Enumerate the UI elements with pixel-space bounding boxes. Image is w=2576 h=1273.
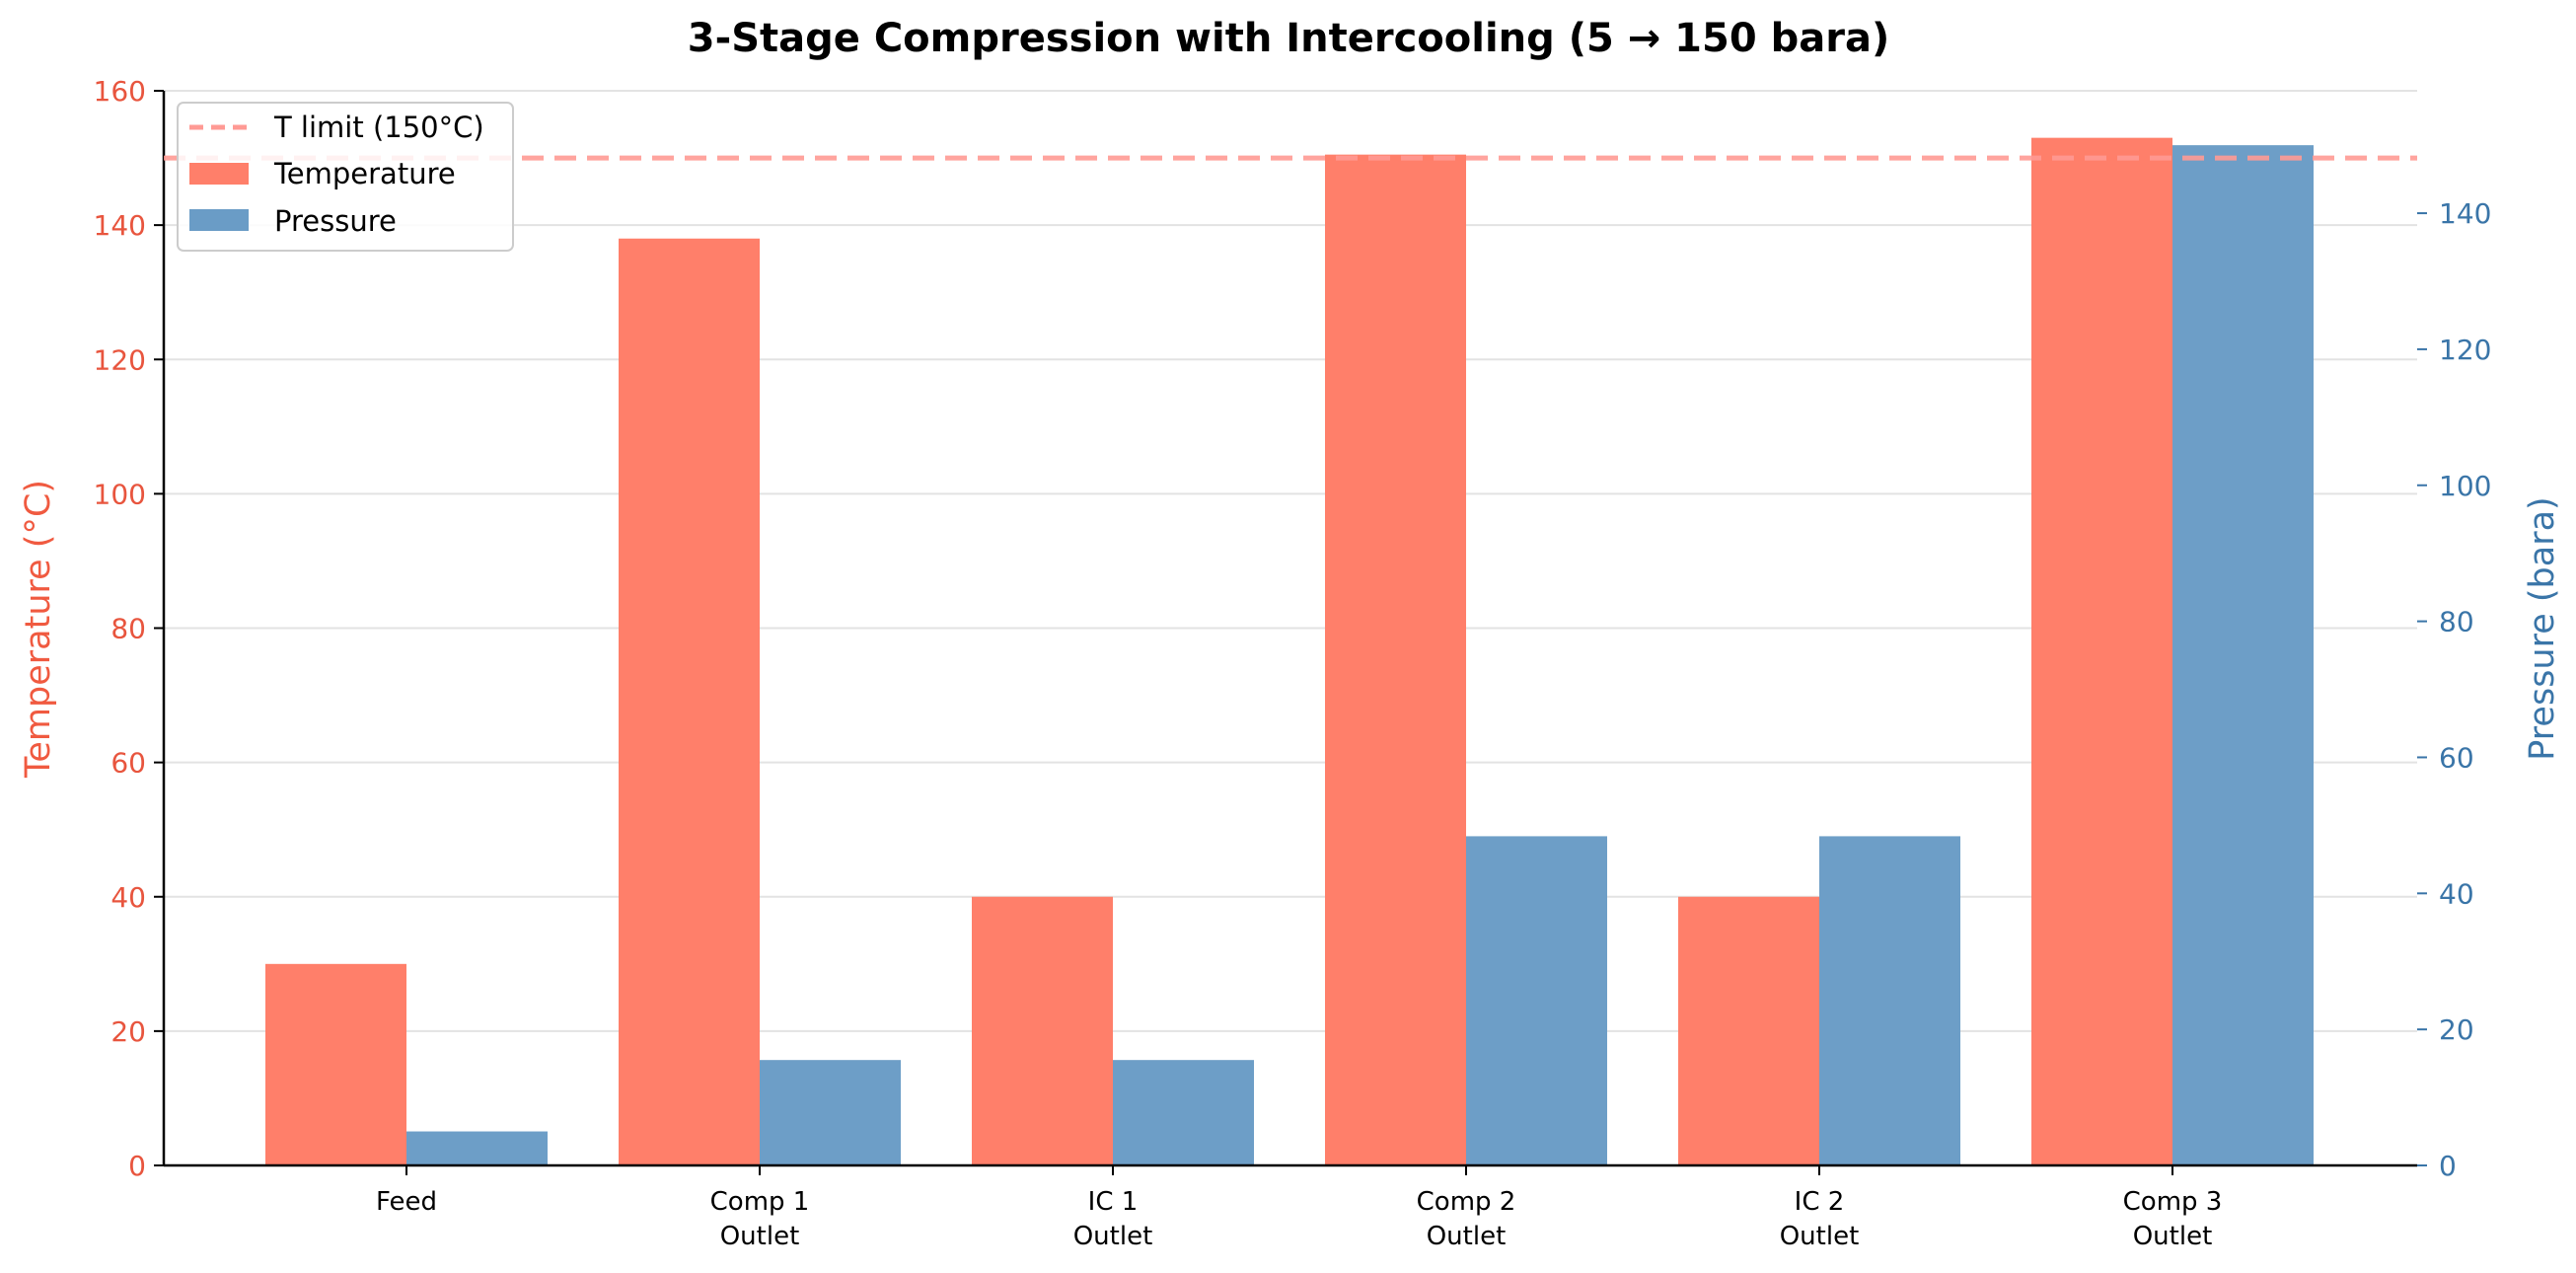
x-tick-label: Comp 2: [1417, 1187, 1516, 1217]
y-right-tick-label: 140: [2439, 197, 2491, 230]
y-left-tick-label: 100: [94, 478, 146, 510]
x-tick-label: Comp 1: [710, 1187, 810, 1217]
y-axis-left-label: Temperature (°C): [19, 480, 58, 779]
y-right-tick-label: 60: [2439, 741, 2474, 774]
y-axis-right-label: Pressure (bara): [2523, 496, 2562, 760]
x-tick-label: Outlet: [1073, 1222, 1153, 1251]
pressure-bar: [1819, 836, 1960, 1165]
x-tick-label: IC 1: [1088, 1187, 1139, 1217]
temperature-bar: [2031, 137, 2172, 1165]
y-left-tick-label: 0: [128, 1150, 146, 1182]
temperature-bar: [1325, 154, 1466, 1165]
y-left-tick-label: 20: [110, 1015, 146, 1048]
x-tick-label: Feed: [376, 1187, 437, 1217]
legend: T limit (150°C) Temperature Pressure: [177, 102, 514, 252]
x-tick-label: Outlet: [720, 1222, 800, 1251]
legend-frame: [177, 102, 514, 252]
pressure-bar: [1466, 836, 1607, 1165]
legend-label-t-limit: T limit (150°C): [273, 111, 484, 144]
legend-label-temperature: Temperature: [273, 157, 456, 190]
y-right-tick-label: 100: [2439, 470, 2491, 502]
temperature-bar: [619, 238, 760, 1166]
y-right-tick-label: 80: [2439, 606, 2474, 638]
y-left-tick-label: 60: [110, 747, 146, 780]
pressure-bar: [2172, 145, 2314, 1165]
y-right-tick-label: 20: [2439, 1013, 2474, 1046]
x-tick-label: Outlet: [1427, 1222, 1507, 1251]
x-tick-label: Comp 3: [2123, 1187, 2223, 1217]
legend-swatch-temperature: [189, 163, 249, 185]
pressure-bar: [1113, 1060, 1254, 1165]
y-right-tick-label: 120: [2439, 334, 2491, 366]
y-left-tick-label: 160: [94, 75, 146, 108]
y-right-tick-label: 0: [2439, 1150, 2457, 1182]
y-left-tick-label: 140: [94, 209, 146, 242]
axes: 0 20 40 60 80 100 120 140 160 0 20 40 60 80 100 120 140 F…: [94, 75, 2492, 1251]
x-tick-label: IC 2: [1795, 1187, 1845, 1217]
chart-title: 3-Stage Compression with Intercooling (5…: [688, 16, 1889, 61]
pressure-bar: [760, 1060, 901, 1165]
bars: [265, 137, 2314, 1166]
y-left-tick-label: 120: [94, 343, 146, 376]
x-tick-label: Outlet: [1780, 1222, 1860, 1251]
y-left-tick-label: 80: [110, 613, 146, 645]
temperature-bar: [972, 896, 1113, 1165]
pressure-bar: [406, 1131, 548, 1165]
legend-swatch-pressure: [189, 209, 249, 231]
temperature-bar: [265, 963, 406, 1165]
y-left-tick-label: 40: [110, 881, 146, 914]
x-tick-label: Outlet: [2133, 1222, 2213, 1251]
y-right-tick-label: 40: [2439, 877, 2474, 910]
temperature-bar: [1678, 896, 1819, 1165]
legend-label-pressure: Pressure: [274, 204, 397, 238]
